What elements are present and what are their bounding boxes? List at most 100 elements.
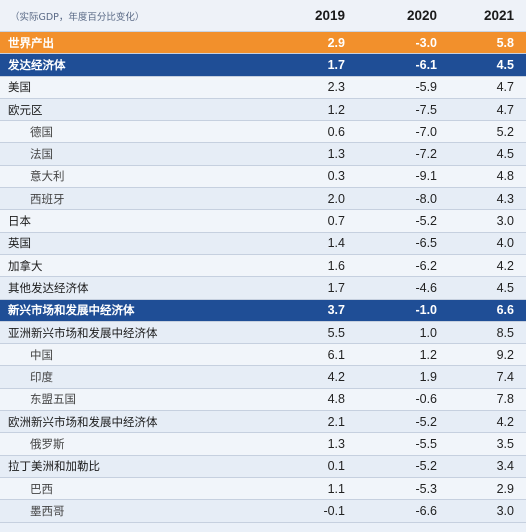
row-value-2021: 4.5 [496,57,514,72]
row-value-2021: 5.2 [496,124,514,139]
row-value-2021: 4.0 [496,236,514,251]
row-name: 欧元区 [8,102,43,117]
row-name: 西班牙 [30,191,65,206]
row-value-2019: 1.4 [327,236,345,251]
table-row: 西班牙 2.0 -8.0 4.3 [0,188,526,211]
row-value-2019: 4.2 [327,370,345,385]
row-value-2021: 3.0 [496,214,514,229]
row-value-2020: -8.0 [415,191,437,206]
row-value-2021: 6.6 [496,303,514,318]
row-value-2020: -3.0 [415,35,437,50]
row-value-2020: -6.1 [415,57,437,72]
row-value-2020: 1.2 [419,347,437,362]
row-value-2019: 1.7 [327,57,345,72]
row-value-2019: -0.1 [323,503,345,518]
row-value-2019: 2.0 [327,191,345,206]
row-name: 美国 [8,80,31,95]
row-value-2020: -7.2 [415,147,437,162]
row-value-2021: 3.4 [496,459,514,474]
table-row: 巴西 1.1 -5.3 2.9 [0,477,526,501]
row-value-2021: 4.2 [496,258,514,273]
row-name: 意大利 [30,169,65,184]
col-header-2019: 2019 [314,8,345,23]
table-row: 日本 0.7 -5.2 3.0 [0,210,526,233]
row-value-2020: -1.0 [415,303,437,318]
row-value-2021: 4.5 [496,280,514,295]
row-value-2019: 4.8 [327,392,345,407]
table-row: 美国 2.3 -5.9 4.7 [0,76,526,99]
table-row: 发达经济体 1.7 -6.1 4.5 [0,54,526,77]
row-name: 亚洲新兴市场和发展中经济体 [8,325,158,340]
table-unit-label: （实际GDP，年度百分比变化） [10,11,145,23]
table-row: 加拿大 1.6 -6.2 4.2 [0,254,526,278]
row-value-2021: 2.9 [496,481,514,496]
row-value-2021: 8.5 [496,325,514,340]
row-value-2020: -9.1 [415,169,437,184]
row-value-2021: 4.5 [496,147,514,162]
row-value-2019: 0.7 [327,214,345,229]
row-value-2019: 1.3 [327,436,345,451]
table-row: 法国 1.3 -7.2 4.5 [0,143,526,166]
table-row: 欧洲新兴市场和发展中经济体 2.1 -5.2 4.2 [0,411,526,434]
row-name: 发达经济体 [8,57,66,72]
row-name: 墨西哥 [30,503,65,518]
row-value-2020: -7.0 [415,124,437,139]
row-value-2020: 1.9 [419,370,437,385]
table-row: 意大利 0.3 -9.1 4.8 [0,165,526,189]
row-value-2020: -5.2 [415,459,437,474]
table-row: 东盟五国 4.8 -0.6 7.8 [0,388,526,412]
row-value-2021: 4.8 [496,169,514,184]
table-row: 中国 6.1 1.2 9.2 [0,344,526,367]
row-value-2020: -7.5 [415,102,437,117]
row-value-2021: 4.7 [496,102,514,117]
table-row: 墨西哥 -0.1 -6.6 3.0 [0,500,526,523]
table-row: 俄罗斯 1.3 -5.5 3.5 [0,433,526,456]
row-value-2019: 2.3 [327,80,345,95]
row-value-2021: 3.5 [496,436,514,451]
table-row: 其他发达经济体 1.7 -4.6 4.5 [0,277,526,300]
row-value-2021: 7.8 [496,392,514,407]
row-name: 中国 [30,347,53,362]
row-value-2020: -5.2 [415,214,437,229]
row-value-2021: 4.7 [496,80,514,95]
table-row: 欧元区 1.2 -7.5 4.7 [0,98,526,122]
row-value-2020: -4.6 [415,280,437,295]
row-value-2021: 4.2 [496,414,514,429]
row-value-2019: 2.9 [327,35,345,50]
row-value-2019: 6.1 [327,347,345,362]
row-value-2019: 1.6 [327,258,345,273]
table-row: 印度 4.2 1.9 7.4 [0,366,526,389]
row-value-2019: 1.1 [327,481,345,496]
row-value-2020: -5.3 [415,481,437,496]
table-row: 新兴市场和发展中经济体 3.7 -1.0 6.6 [0,299,526,322]
row-value-2020: -6.2 [415,258,437,273]
row-value-2020: -0.6 [415,392,437,407]
row-value-2019: 0.1 [327,459,345,474]
row-value-2020: -5.9 [415,80,437,95]
row-name: 德国 [30,124,53,139]
row-value-2020: -6.5 [415,236,437,251]
row-value-2019: 1.2 [327,102,345,117]
row-name: 俄罗斯 [30,436,65,451]
table-row: 拉丁美洲和加勒比 0.1 -5.2 3.4 [0,455,526,478]
col-header-2021: 2021 [483,8,514,23]
row-value-2019: 2.1 [327,414,345,429]
col-header-2020: 2020 [406,8,437,23]
table-row: 英国 1.4 -6.5 4.0 [0,232,526,255]
row-name: 加拿大 [8,258,43,273]
row-name: 其他发达经济体 [8,280,89,295]
row-name: 欧洲新兴市场和发展中经济体 [8,414,158,429]
row-name: 印度 [30,370,53,385]
row-value-2021: 7.4 [496,370,514,385]
row-value-2019: 5.5 [327,325,345,340]
row-name: 日本 [8,214,31,229]
table-body: 世界产出 2.9 -3.0 5.8 发达经济体 1.7 -6.1 4.5 美国 2.3 -5.9 4.… [0,32,526,523]
table-row: 世界产出 2.9 -3.0 5.8 [0,32,526,55]
row-value-2020: 1.0 [419,325,437,340]
row-value-2019: 0.3 [327,169,345,184]
row-name: 新兴市场和发展中经济体 [8,303,135,318]
table-header: （实际GDP，年度百分比变化） 2019 2020 2021 [0,0,526,32]
row-value-2021: 9.2 [496,347,514,362]
row-name: 巴西 [30,481,53,496]
